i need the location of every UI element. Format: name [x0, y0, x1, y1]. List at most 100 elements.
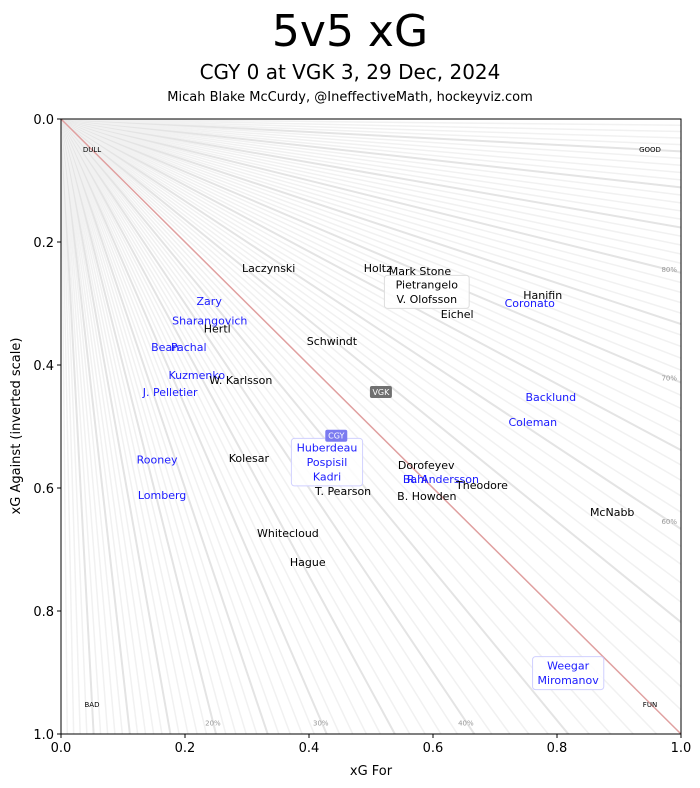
contour-line [61, 119, 681, 584]
contour-line [61, 119, 459, 734]
player-group-box [383, 274, 470, 309]
percent-label: 60% [661, 518, 677, 526]
contour-line [61, 119, 681, 348]
percent-label: 20% [205, 719, 221, 727]
x-tick-label: 0.2 [175, 741, 196, 756]
player-label: R. Andersson [407, 473, 479, 486]
contour-line [61, 119, 681, 437]
contour-line [61, 119, 634, 734]
contour-line [61, 119, 382, 734]
contour-line [61, 119, 612, 734]
corner-label: BAD [85, 701, 100, 709]
contour-line [61, 119, 681, 274]
contour-line [61, 119, 147, 734]
contour-line [61, 119, 681, 220]
contour-line [61, 119, 237, 734]
player-label: Kadri [313, 470, 341, 483]
contour-line [61, 119, 681, 133]
contour-line [61, 119, 442, 734]
player-label: Laczynski [242, 262, 295, 275]
contour-line [61, 119, 155, 734]
contour-line [61, 119, 681, 294]
y-tick-label: 1.0 [33, 728, 54, 743]
contour-line [61, 119, 681, 139]
contour-line [61, 119, 590, 734]
contour-line [61, 119, 570, 734]
contour-line [61, 119, 681, 237]
corner-label: GOOD [639, 146, 661, 154]
contour-line [61, 119, 681, 644]
percent-label: 30% [313, 719, 329, 727]
percent-label: 80% [661, 266, 677, 274]
contour-line [61, 119, 681, 423]
contour-line [61, 119, 681, 264]
contour-line [61, 119, 681, 189]
player-label: Kolesar [229, 452, 270, 465]
contour-line [61, 119, 681, 530]
contour-line [61, 119, 681, 466]
team-badge [325, 429, 348, 442]
player-label: Schwindt [307, 335, 358, 348]
contour-line [61, 119, 681, 126]
contour-line [61, 119, 681, 565]
contour-line [61, 119, 75, 734]
contour-line [61, 119, 681, 229]
game-subtitle: CGY 0 at VGK 3, 29 Dec, 2024 [199, 60, 501, 84]
contour-line [61, 119, 658, 734]
contour-line [61, 119, 163, 734]
contour-line [61, 119, 681, 481]
player-label: T. Pearson [314, 485, 371, 498]
xgf-percent-contours [61, 119, 681, 734]
player-label: W. Karlsson [209, 374, 272, 387]
even-diagonal-line [60, 118, 682, 735]
contour-line [61, 119, 681, 513]
contour-line [61, 119, 189, 734]
player-label: Bean [151, 341, 179, 354]
player-label: Mark Stone [389, 265, 452, 278]
contour-line [61, 119, 354, 734]
contour-line [61, 119, 681, 410]
contour-line [61, 119, 681, 603]
player-label: Rooney [137, 454, 178, 467]
player-label: McNabb [590, 506, 634, 519]
team-badge-label: CGY [328, 432, 344, 441]
percent-label: 70% [661, 374, 677, 382]
contour-line [61, 119, 681, 146]
contour-line [61, 119, 681, 547]
player-label: Kuzmenko [168, 369, 225, 382]
contour-line [61, 119, 511, 734]
player-label: Hanifin [523, 289, 562, 302]
contour-line [61, 119, 411, 734]
team-badge [369, 386, 392, 399]
player-label: Coleman [508, 416, 557, 429]
contour-line [61, 119, 81, 734]
contour-line [61, 119, 198, 734]
contour-line [61, 119, 681, 623]
player-label: Miromanov [538, 674, 600, 687]
contour-line [61, 119, 303, 734]
player-label: Bahl [403, 473, 427, 486]
contour-line [61, 119, 681, 325]
contour-line [61, 119, 681, 160]
corner-label: FUN [643, 701, 657, 709]
contour-line [61, 119, 172, 734]
contour-line [61, 119, 69, 734]
y-tick-label: 0.2 [33, 236, 54, 251]
contour-line [61, 119, 180, 734]
contour-line [61, 119, 681, 167]
contour-line [61, 119, 396, 734]
chart-title: 5v5 xG [271, 6, 429, 57]
x-tick-label: 0.6 [423, 741, 444, 756]
contour-line [61, 119, 681, 711]
percent-label: 40% [458, 719, 474, 727]
credit-line: Micah Blake McCurdy, @IneffectiveMath, h… [167, 90, 533, 105]
contour-line [61, 119, 109, 734]
contour-line [61, 119, 292, 734]
contour-line [61, 119, 258, 734]
contour-line [61, 119, 139, 734]
contour-line [61, 119, 341, 734]
x-tick-label: 1.0 [671, 741, 692, 756]
y-axis-label: xG Against (inverted scale) [9, 338, 24, 515]
contour-line [61, 119, 549, 734]
